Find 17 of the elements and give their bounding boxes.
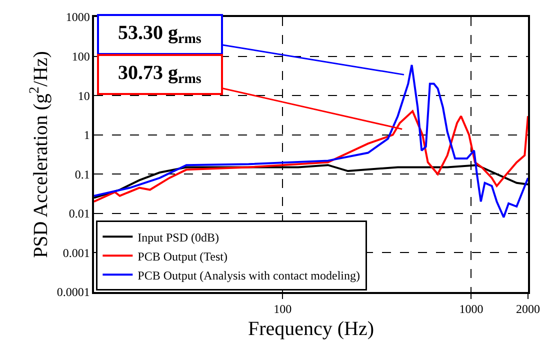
x-axis-title: Frequency (Hz)	[248, 318, 374, 340]
y-tick-label: 0.001	[62, 246, 90, 260]
x-tick-label: 1000	[459, 302, 484, 316]
annotation: 53.30 g$_{rms}$	[118, 22, 202, 48]
y-tick-label: 0.01	[68, 206, 90, 221]
y-tick-label: 100	[72, 49, 90, 64]
legend-label: PCB Output (Analysis with contact modeling)	[138, 268, 360, 282]
x-tick-label: 2000	[516, 302, 540, 316]
legend-label: PCB Output (Test)	[138, 249, 228, 264]
y-tick-label: 0.0001	[56, 285, 90, 300]
y-tick-label: 0.1	[74, 167, 90, 182]
legend-label: Input PSD (0dB)	[138, 230, 220, 244]
x-tick-label: 100	[274, 302, 292, 316]
y-tick-label: 1	[84, 128, 90, 142]
y-tick-label: 1000	[66, 10, 90, 24]
y-tick-label: 10	[78, 88, 90, 103]
annotation: 30.73 g$_{rms}$	[118, 62, 202, 88]
